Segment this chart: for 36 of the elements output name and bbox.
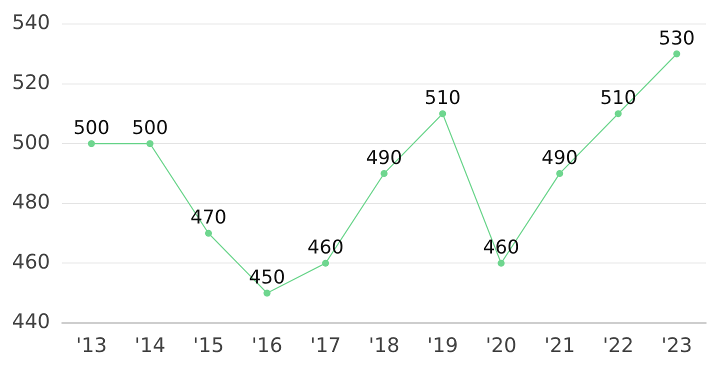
x-tick-label: '15 bbox=[193, 333, 224, 358]
x-tick-label: '23 bbox=[661, 333, 692, 358]
point bbox=[322, 260, 330, 267]
x-tick-label: '20 bbox=[486, 333, 517, 358]
y-tick-label: 520 bbox=[12, 70, 50, 94]
data-label: 530 bbox=[658, 27, 695, 50]
point bbox=[88, 140, 95, 148]
x-tick-label: '18 bbox=[368, 333, 400, 358]
data-label: 500 bbox=[132, 117, 168, 140]
y-tick-label: 540 bbox=[12, 10, 50, 34]
point bbox=[556, 170, 564, 177]
x-tick-label: '21 bbox=[544, 333, 576, 358]
data-label: 500 bbox=[73, 117, 110, 140]
y-tick-label: 440 bbox=[12, 309, 50, 334]
x-tick-label: '17 bbox=[310, 333, 342, 358]
point bbox=[439, 110, 446, 118]
x-tick-label: '19 bbox=[427, 333, 458, 358]
data-label: 510 bbox=[424, 87, 461, 110]
point bbox=[614, 110, 622, 118]
point bbox=[380, 170, 388, 177]
data-label: 450 bbox=[248, 266, 286, 289]
x-tick-label: '13 bbox=[76, 333, 107, 358]
point bbox=[146, 140, 154, 148]
y-tick-label: 500 bbox=[12, 130, 50, 154]
point bbox=[498, 260, 505, 267]
data-label: 490 bbox=[542, 146, 578, 169]
y-tick-label: 460 bbox=[12, 249, 50, 274]
data-label: 490 bbox=[366, 146, 402, 169]
y-tick-label: 480 bbox=[12, 190, 50, 214]
point bbox=[264, 290, 271, 297]
point bbox=[673, 50, 680, 58]
data-label: 510 bbox=[600, 87, 636, 110]
x-tick-label: '22 bbox=[602, 333, 634, 358]
x-tick-label: '14 bbox=[134, 333, 166, 358]
point bbox=[205, 230, 212, 237]
x-tick-label: '16 bbox=[252, 333, 283, 358]
